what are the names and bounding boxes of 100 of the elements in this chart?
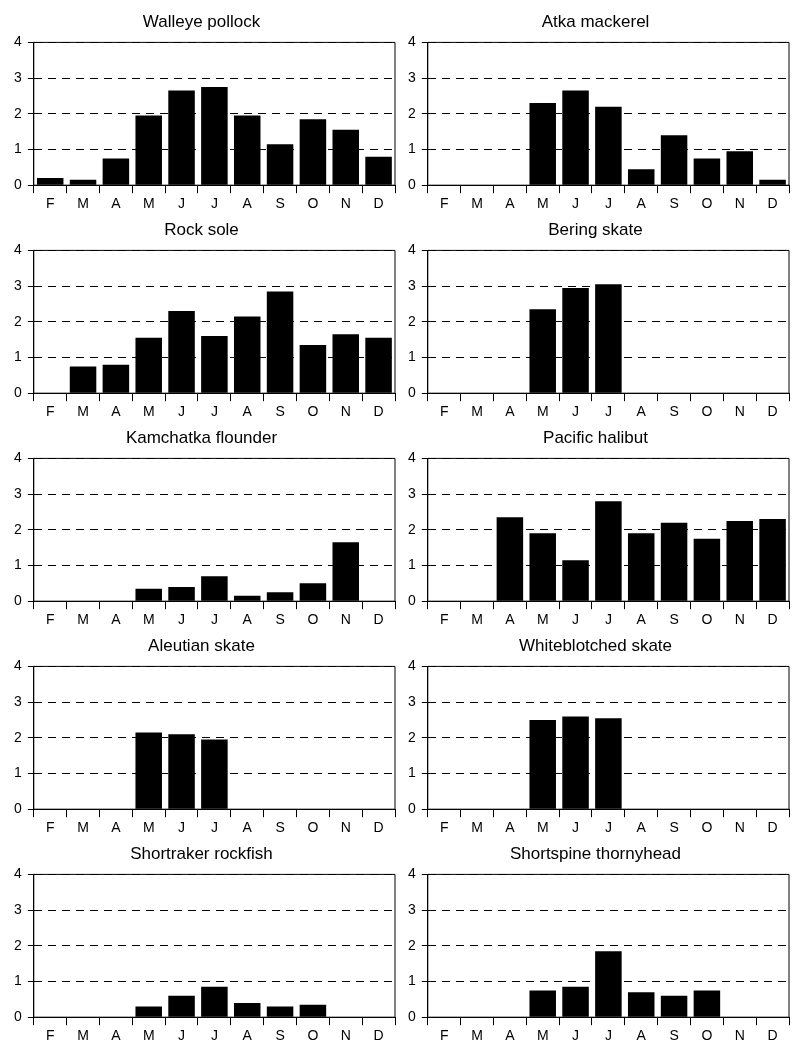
x-tick-label: F xyxy=(45,1027,55,1044)
x-tick-label: M xyxy=(536,819,549,836)
x-tick-label: M xyxy=(471,195,483,212)
y-tick-label: 0 xyxy=(13,384,22,401)
x-tick-label: F xyxy=(439,1027,449,1044)
x-tick-label: J xyxy=(210,195,218,212)
x-tick-label: F xyxy=(45,819,55,836)
x-tick-label: S xyxy=(669,611,679,628)
x-tick-label: F xyxy=(45,611,55,628)
y-tick-label: 3 xyxy=(13,900,22,917)
x-tick-label: M xyxy=(77,1027,89,1044)
y-tick-label: 2 xyxy=(407,104,416,121)
y-tick-label: 2 xyxy=(407,520,416,537)
y-tick-label: 3 xyxy=(13,276,22,293)
x-tick-label: O xyxy=(307,403,319,420)
x-tick-label: A xyxy=(636,195,647,212)
y-tick-label: 2 xyxy=(407,728,416,745)
y-tick-label: 1 xyxy=(407,972,416,989)
x-tick-label: M xyxy=(536,195,549,212)
x-tick-label: J xyxy=(572,819,580,836)
x-tick-label: M xyxy=(536,611,549,628)
x-tick-label: D xyxy=(767,195,778,212)
x-tick-label: F xyxy=(439,611,449,628)
chart-title: Atka mackerel xyxy=(541,11,650,31)
x-tick-label: J xyxy=(210,819,218,836)
x-tick-label: N xyxy=(340,1027,351,1044)
y-tick-label: 4 xyxy=(407,241,416,258)
chart-title: Shortraker rockfish xyxy=(130,843,273,863)
x-tick-label: A xyxy=(242,403,253,420)
y-tick-label: 0 xyxy=(13,592,22,609)
chart-title: Whiteblotched skate xyxy=(518,635,673,655)
x-tick-label: A xyxy=(111,1027,122,1044)
x-tick-label: J xyxy=(572,403,580,420)
x-tick-label: M xyxy=(142,403,155,420)
y-tick-label: 2 xyxy=(13,936,22,953)
chart-title: Shortspine thornyhead xyxy=(509,843,682,863)
y-tick-label: 0 xyxy=(407,592,416,609)
y-tick-label: 4 xyxy=(13,449,22,466)
x-tick-label: D xyxy=(373,403,384,420)
y-tick-label: 4 xyxy=(13,865,22,882)
y-tick-label: 4 xyxy=(407,865,416,882)
y-tick-label: 4 xyxy=(13,241,22,258)
x-tick-label: A xyxy=(636,611,647,628)
y-tick-label: 3 xyxy=(407,276,416,293)
x-tick-label: A xyxy=(111,611,122,628)
x-tick-label: M xyxy=(77,195,89,212)
y-tick-label: 1 xyxy=(13,348,22,365)
x-tick-label: D xyxy=(767,403,778,420)
y-tick-label: 3 xyxy=(407,692,416,709)
y-tick-label: 2 xyxy=(13,728,22,745)
x-tick-label: S xyxy=(275,1027,285,1044)
y-tick-label: 1 xyxy=(13,556,22,573)
y-tick-label: 4 xyxy=(407,657,416,674)
x-tick-label: O xyxy=(701,611,713,628)
x-tick-label: A xyxy=(242,1027,253,1044)
x-tick-label: M xyxy=(77,819,89,836)
x-tick-label: M xyxy=(536,1027,549,1044)
x-tick-label: J xyxy=(210,611,218,628)
x-tick-label: J xyxy=(178,819,186,836)
y-tick-label: 3 xyxy=(407,484,416,501)
y-tick-label: 2 xyxy=(407,936,416,953)
x-tick-label: J xyxy=(604,403,612,420)
chart-title: Rock sole xyxy=(164,219,239,239)
x-tick-label: D xyxy=(767,611,778,628)
x-tick-label: A xyxy=(505,195,516,212)
x-tick-label: M xyxy=(471,1027,483,1044)
x-tick-label: O xyxy=(701,1027,713,1044)
x-tick-label: J xyxy=(178,403,186,420)
x-tick-label: J xyxy=(178,1027,186,1044)
x-tick-label: S xyxy=(275,819,285,836)
y-tick-label: 0 xyxy=(13,800,22,817)
y-tick-label: 2 xyxy=(13,104,22,121)
x-tick-label: D xyxy=(767,1027,778,1044)
x-tick-label: S xyxy=(669,1027,679,1044)
x-tick-label: A xyxy=(505,1027,516,1044)
x-tick-label: D xyxy=(373,195,384,212)
x-tick-label: F xyxy=(439,403,449,420)
x-tick-label: A xyxy=(242,819,253,836)
y-tick-label: 3 xyxy=(13,692,22,709)
x-tick-label: N xyxy=(734,819,745,836)
x-tick-label: M xyxy=(471,819,483,836)
x-tick-label: D xyxy=(373,1027,384,1044)
x-tick-label: A xyxy=(636,819,647,836)
y-tick-label: 1 xyxy=(407,140,416,157)
x-tick-label: O xyxy=(307,1027,319,1044)
chart-title: Kamchatka flounder xyxy=(125,427,278,447)
x-tick-label: S xyxy=(275,195,285,212)
y-tick-label: 0 xyxy=(407,1008,416,1025)
x-tick-label: J xyxy=(178,611,186,628)
y-tick-label: 2 xyxy=(13,312,22,329)
x-tick-label: N xyxy=(734,195,745,212)
y-tick-label: 0 xyxy=(13,1008,22,1025)
x-tick-label: J xyxy=(604,819,612,836)
x-tick-label: M xyxy=(142,611,155,628)
x-tick-label: J xyxy=(210,1027,218,1044)
x-tick-label: J xyxy=(178,195,186,212)
x-tick-label: F xyxy=(439,195,449,212)
x-tick-label: D xyxy=(373,819,384,836)
x-tick-label: D xyxy=(767,819,778,836)
x-tick-label: J xyxy=(572,1027,580,1044)
